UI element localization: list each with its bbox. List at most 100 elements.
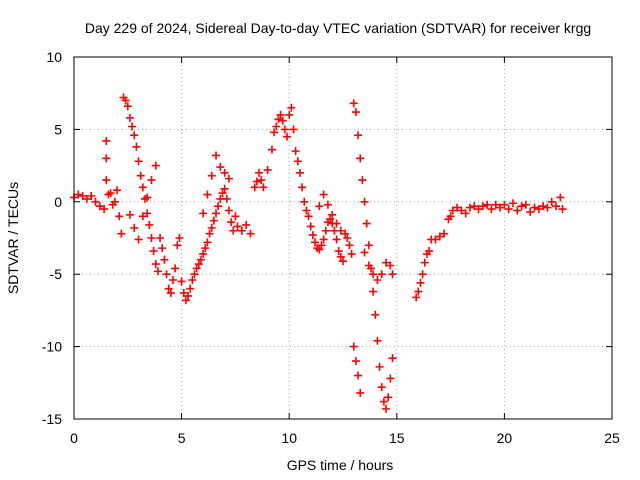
data-point <box>360 248 369 257</box>
data-point <box>242 220 251 229</box>
data-point <box>134 235 143 244</box>
data-point <box>151 161 160 170</box>
data-point <box>237 226 246 235</box>
data-point <box>278 116 287 125</box>
data-point <box>233 222 242 231</box>
data-point <box>160 255 169 264</box>
data-point <box>558 205 567 214</box>
data-point <box>315 202 324 211</box>
data-point <box>412 293 421 302</box>
y-tick-label: 0 <box>54 194 62 210</box>
data-point <box>113 186 122 195</box>
data-point <box>345 241 354 250</box>
data-point <box>130 131 139 140</box>
data-point <box>448 206 457 215</box>
data-point <box>319 190 328 199</box>
data-point <box>435 232 444 241</box>
data-point <box>149 247 158 256</box>
data-point <box>440 229 449 238</box>
data-point <box>431 235 440 244</box>
data-point <box>209 216 218 225</box>
x-tick-label: 25 <box>604 430 620 446</box>
data-point <box>547 197 556 206</box>
data-point <box>166 289 175 298</box>
data-point <box>470 202 479 211</box>
data-point <box>386 261 395 270</box>
data-point <box>212 209 221 218</box>
data-point <box>321 226 330 235</box>
data-point <box>100 205 109 214</box>
data-point <box>138 212 147 221</box>
data-point <box>138 183 147 192</box>
data-point <box>186 284 195 293</box>
data-point <box>95 202 104 211</box>
data-point <box>147 176 156 185</box>
data-point <box>461 209 470 218</box>
data-point <box>145 220 154 229</box>
data-point <box>302 206 311 215</box>
data-point <box>317 241 326 250</box>
data-point <box>216 163 225 172</box>
data-point <box>162 270 171 279</box>
data-point <box>349 99 358 108</box>
data-point <box>377 383 386 392</box>
data-point <box>181 296 190 305</box>
data-point <box>188 275 197 284</box>
data-point <box>227 218 236 227</box>
data-point <box>246 229 255 238</box>
data-point <box>203 238 212 247</box>
data-point <box>543 203 552 212</box>
data-point <box>199 209 208 218</box>
data-point <box>517 202 526 211</box>
data-point <box>304 212 313 221</box>
data-point <box>289 125 298 134</box>
data-point <box>91 197 100 206</box>
data-point <box>125 210 134 219</box>
data-point <box>222 194 231 203</box>
x-tick-label: 0 <box>70 430 78 446</box>
plot-frame <box>73 56 613 420</box>
data-point <box>78 192 87 201</box>
data-point <box>205 229 214 238</box>
data-point <box>334 247 343 256</box>
data-point <box>416 278 425 287</box>
data-point <box>147 234 156 242</box>
y-tick-label: -15 <box>42 411 62 427</box>
data-point <box>102 136 111 145</box>
data-point <box>194 260 203 269</box>
data-point <box>373 275 382 284</box>
data-point <box>362 219 371 228</box>
chart-title: Day 229 of 2024, Sidereal Day-to-day VTE… <box>85 20 591 36</box>
data-point <box>388 354 397 363</box>
data-point <box>356 388 365 397</box>
data-point <box>252 177 261 186</box>
data-point <box>87 192 96 201</box>
data-point <box>500 200 509 209</box>
data-point <box>158 244 167 253</box>
data-point <box>171 264 180 273</box>
data-point <box>425 247 434 256</box>
data-point <box>326 215 335 224</box>
data-point <box>267 145 276 154</box>
data-point <box>328 210 337 219</box>
data-point <box>308 231 317 240</box>
data-point <box>382 404 391 413</box>
data-point <box>379 397 388 406</box>
data-point <box>341 229 350 238</box>
data-point <box>110 197 119 206</box>
data-point <box>323 200 332 209</box>
data-point <box>336 226 345 235</box>
data-point <box>106 189 115 198</box>
data-point <box>143 193 152 202</box>
data-point <box>283 132 292 141</box>
data-point <box>285 110 294 119</box>
data-point <box>300 197 309 206</box>
y-tick-label: 5 <box>54 121 62 137</box>
data-point <box>526 207 535 216</box>
data-point <box>151 260 160 269</box>
data-point <box>446 212 455 221</box>
data-point <box>496 203 505 212</box>
data-point <box>371 310 380 319</box>
data-point <box>513 206 522 215</box>
